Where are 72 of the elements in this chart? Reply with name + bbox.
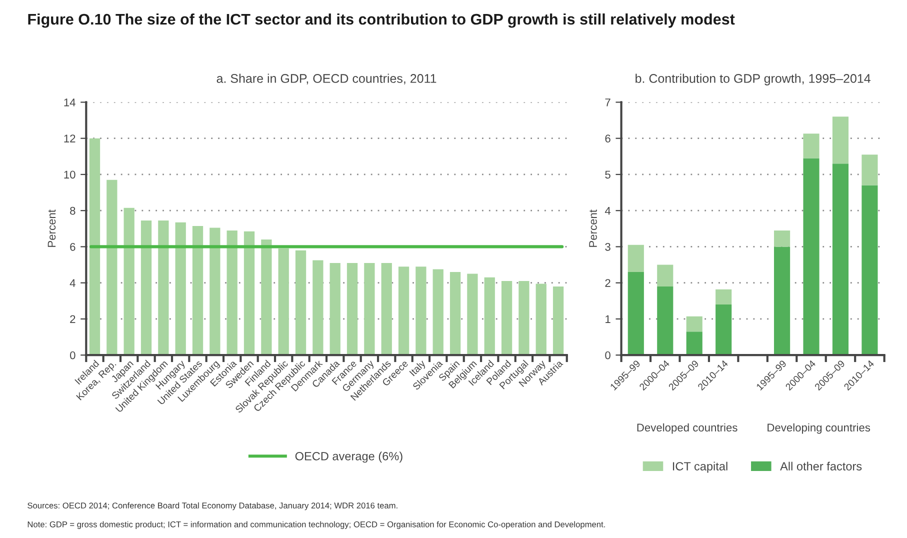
bar [716,289,732,305]
bar [175,222,186,356]
y-axis-title: Percent [589,210,597,247]
chart-title: b. Contribution to GDP growth, 1995–2014 [636,74,870,86]
bar [774,246,790,356]
bar [416,266,426,356]
bar [210,228,220,356]
y-tick-label: 14 [64,98,76,106]
bar [862,154,878,186]
bar [89,138,100,356]
bar [330,262,340,356]
bar [278,248,289,356]
bar [501,281,512,356]
bar [346,262,358,356]
bar [226,230,238,356]
bar [862,185,878,356]
bar [295,250,306,356]
y-axis-title: Percent [48,210,56,247]
y-tick-label: 8 [70,206,76,215]
bar [686,316,702,332]
bar [450,272,461,356]
text: Note: GDP = gross domestic product; ICT = information and communication technology; OECD = Organisation for Economic Co-operation and Development. [28,521,605,529]
y-tick-label: 6 [605,134,610,142]
bar [774,230,790,247]
text: Developing countries [768,423,870,434]
bar [192,226,204,356]
bar [381,262,392,356]
bar [803,134,820,158]
bar [312,260,324,356]
y-tick-label: 5 [605,170,610,179]
bar [657,286,674,356]
text: Developed countries [637,423,738,434]
y-tick-label: 0 [70,351,76,360]
bar [158,220,169,356]
bar [536,284,546,356]
chart-title: Figure O.10 The size of the ICT sector and its contribution to GDP growth is still relatively modest [28,13,735,28]
y-tick-label: 4 [604,206,611,215]
bar [657,264,674,286]
bar [628,272,644,356]
source-note: Sources: OECD 2014; Conference Board Total Economy Database, January 2014; WDR 2016 team. [28,502,398,510]
bar [140,220,152,356]
y-tick-label: 10 [64,170,76,179]
chart-subtitle: a. Share in GDP, OECD countries, 2011 [216,74,436,84]
bar [467,274,478,356]
bar [803,158,820,356]
bar [716,304,732,356]
bar [261,239,272,356]
bar [364,262,375,356]
bar [552,286,564,356]
y-tick-label: 0 [605,351,610,360]
legend-label: All other factors [780,462,862,470]
bar [832,164,849,356]
bar [518,281,530,356]
bar [106,180,118,356]
bar [124,208,134,356]
y-tick-label: 7 [605,98,610,106]
y-tick-label: 2 [605,279,610,287]
bar [432,269,444,356]
legend-label: OECD average (6%) [295,452,402,463]
y-tick-label: 12 [64,134,76,142]
bar [832,116,849,164]
bar [686,332,702,356]
y-tick-label: 2 [70,315,76,323]
legend-label: ICT capital [672,462,728,473]
y-tick-label: 4 [70,279,76,287]
bar [484,277,495,356]
y-tick-label: 3 [605,242,610,251]
bar [398,266,410,356]
bar [244,231,255,356]
bar [628,244,644,272]
y-tick-label: 6 [70,242,76,251]
y-tick-label: 1 [606,315,610,323]
